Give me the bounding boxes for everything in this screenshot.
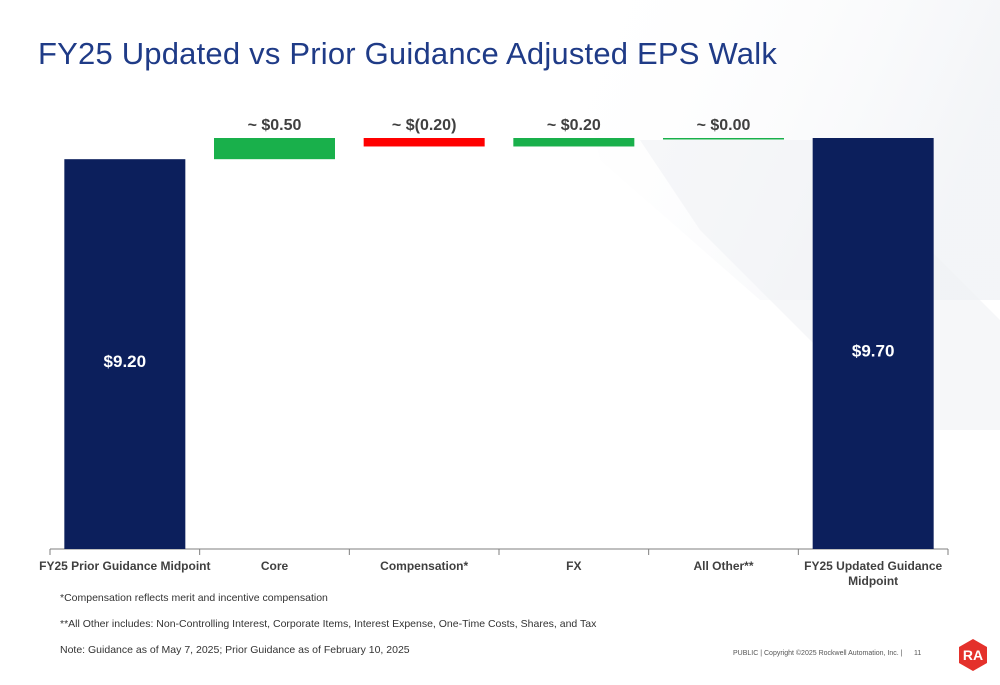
data-label-2: ~ $(0.20): [392, 117, 456, 134]
page-title: FY25 Updated vs Prior Guidance Adjusted …: [38, 36, 778, 71]
category-label-3: FX: [566, 559, 581, 573]
data-label-0: $9.20: [104, 352, 147, 371]
data-label-3: ~ $0.20: [547, 117, 601, 134]
footnote-guidance-note: Note: Guidance as of May 7, 2025; Prior …: [60, 644, 410, 656]
category-label-0: FY25 Prior Guidance Midpoint: [39, 559, 210, 573]
bar-4: [663, 138, 784, 140]
footnote-compensation: *Compensation reflects merit and incenti…: [60, 592, 328, 604]
data-label-1: ~ $0.50: [248, 117, 302, 134]
category-label-line: Midpoint: [848, 574, 898, 588]
eps-walk-chart: $9.20 FY25 Prior Guidance Midpoint ~ $0.50…: [39, 117, 949, 588]
category-label-1: Core: [261, 559, 289, 573]
page-number: 11: [914, 650, 922, 657]
category-label-5: FY25 Updated Guidance Midpoint: [804, 559, 942, 588]
footnote-all-other: **All Other includes: Non-Controlling In…: [60, 618, 597, 630]
category-label-line: FY25 Prior Guidance Midpoint: [39, 559, 210, 573]
category-label-line: All Other**: [693, 559, 753, 573]
rockwell-logo: RA: [959, 639, 987, 671]
bar-1: [214, 138, 335, 160]
category-label-line: Compensation*: [380, 559, 468, 573]
category-label-line: FY25 Updated Guidance: [804, 559, 942, 573]
category-label-line: Core: [261, 559, 289, 573]
bar-2: [363, 138, 485, 147]
category-label-4: All Other**: [693, 559, 753, 573]
data-label-4: ~ $0.00: [697, 117, 751, 134]
data-label-5: $9.70: [852, 342, 895, 361]
category-label-line: FX: [566, 559, 581, 573]
bar-3: [513, 138, 635, 147]
bar-5: [812, 138, 934, 549]
footer-copyright: PUBLIC | Copyright ©2025 Rockwell Automa…: [733, 650, 903, 657]
svg-text:RA: RA: [963, 647, 983, 663]
category-label-2: Compensation*: [380, 559, 468, 573]
bar-0: [64, 159, 186, 550]
